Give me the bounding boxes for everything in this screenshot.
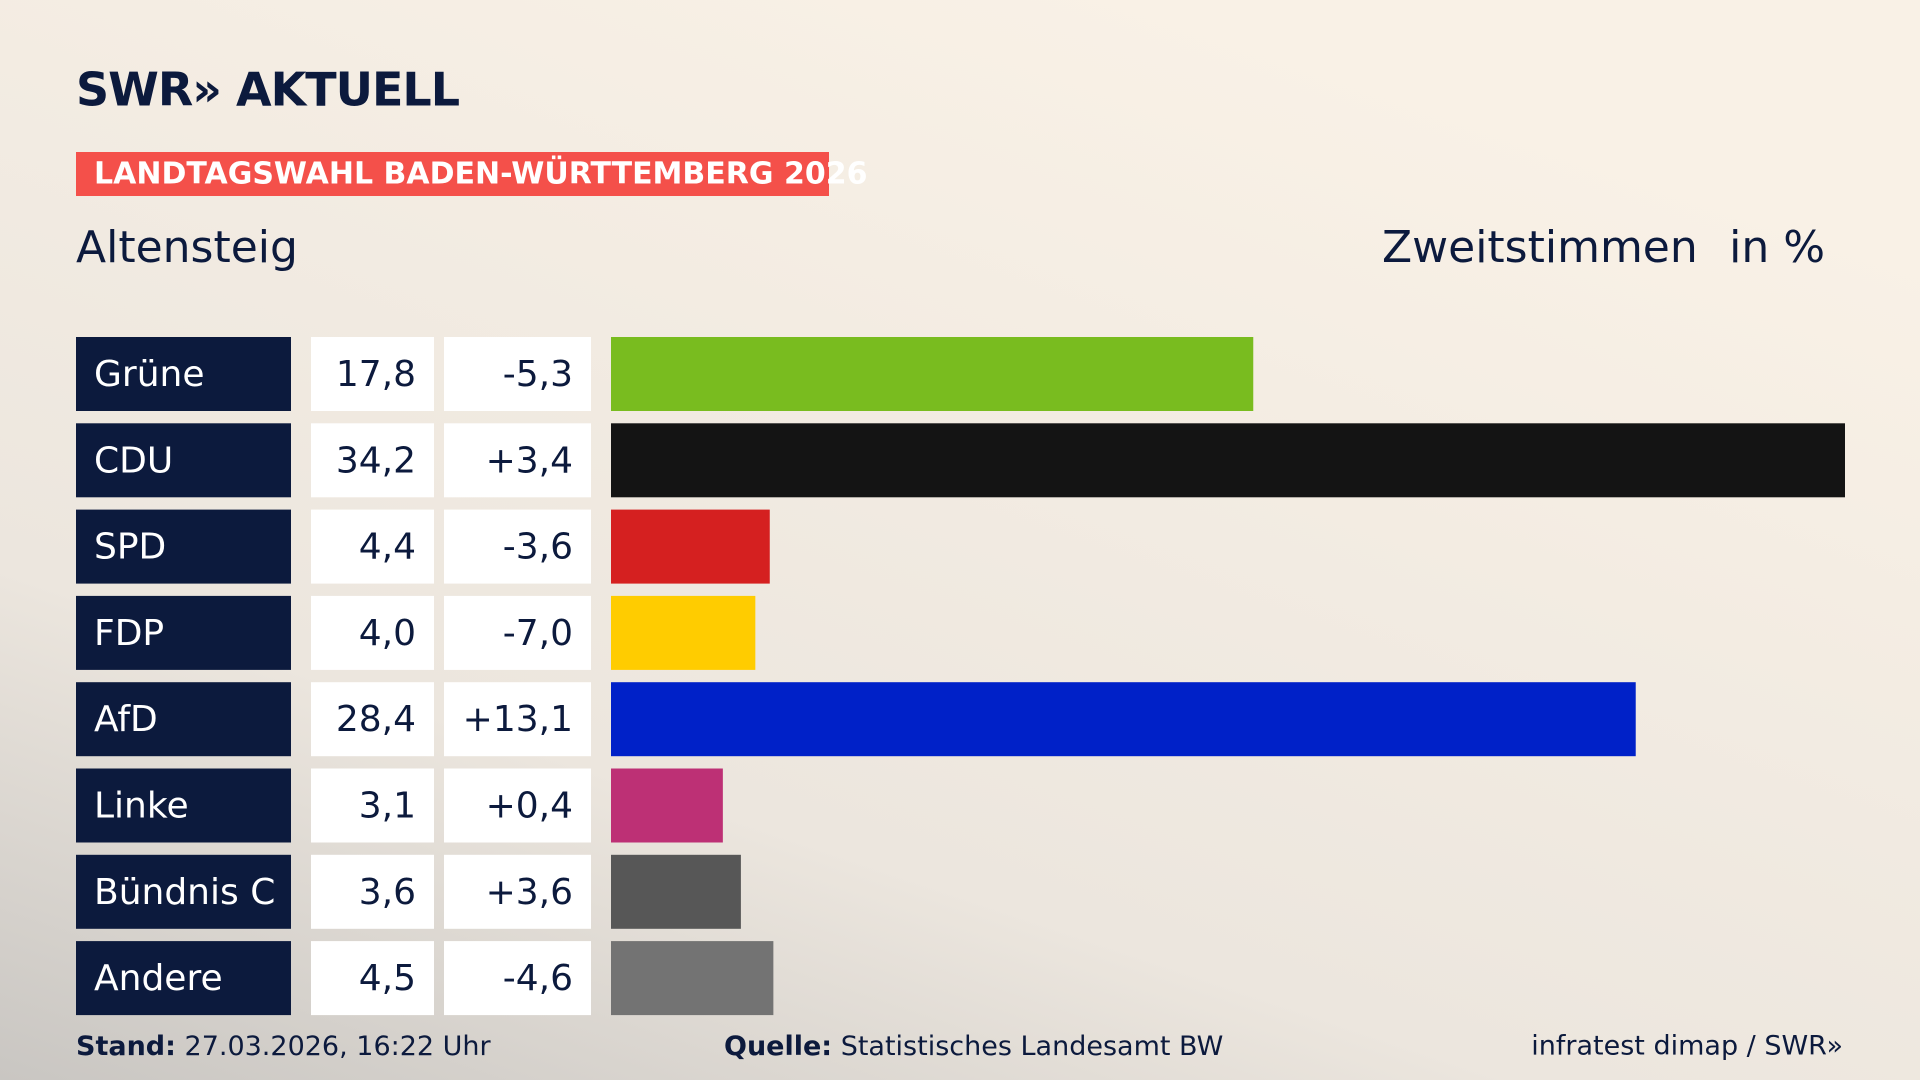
party-cell [76, 768, 291, 843]
party-label: Andere [94, 958, 223, 999]
source-label: Quelle: [724, 1031, 832, 1062]
value-label: 4,5 [359, 958, 416, 999]
bar [611, 941, 774, 1016]
change-cell [444, 768, 591, 843]
brand-logo: SWR» AKTUELL [76, 63, 460, 117]
party-label: AfD [94, 699, 158, 740]
party-label: Bündnis C [94, 872, 275, 913]
bar [611, 854, 741, 929]
party-label: FDP [94, 613, 164, 654]
value-cell [311, 509, 434, 584]
change-label: -7,0 [503, 613, 573, 654]
party-label: Grüne [94, 354, 204, 395]
party-cell [76, 595, 291, 670]
party-cell [76, 854, 291, 929]
bar [611, 595, 756, 670]
source-value: Statistisches Landesamt BW [841, 1031, 1224, 1062]
value-label: 28,4 [336, 699, 416, 740]
credit: infratest dimap / SWR» [1531, 1031, 1843, 1062]
value-cell [311, 854, 434, 929]
party-cell [76, 337, 291, 411]
change-cell [444, 595, 591, 670]
value-label: 3,1 [359, 786, 416, 827]
value-cell [311, 595, 434, 670]
source: Quelle: Statistisches Landesamt BW [724, 1031, 1223, 1062]
bar [611, 423, 1845, 498]
stand: Stand: 27.03.2026, 16:22 Uhr [76, 1031, 492, 1062]
bar [611, 682, 1636, 757]
change-cell [444, 337, 591, 411]
value-label: 4,4 [359, 527, 416, 568]
party-cell [76, 509, 291, 584]
party-label: CDU [94, 440, 173, 481]
change-cell [444, 682, 591, 757]
value-cell [311, 682, 434, 757]
change-label: +3,6 [486, 872, 573, 913]
change-cell [444, 854, 591, 929]
banner-text: LANDTAGSWAHL BADEN-WÜRTTEMBERG 2026 [94, 155, 867, 192]
measure-label: Zweitstimmen [1382, 222, 1698, 273]
unit-label: in % [1729, 222, 1825, 273]
party-cell [76, 941, 291, 1016]
change-label: -4,6 [503, 958, 573, 999]
change-label: +3,4 [486, 440, 573, 481]
change-cell [444, 509, 591, 584]
value-cell [311, 768, 434, 843]
bar [611, 509, 770, 584]
party-cell [76, 423, 291, 498]
party-label: SPD [94, 527, 166, 568]
change-cell [444, 423, 591, 498]
bar [611, 768, 723, 843]
stand-value: 27.03.2026, 16:22 Uhr [185, 1031, 492, 1062]
value-label: 4,0 [359, 613, 416, 654]
chart-title: Altensteig [76, 222, 298, 273]
stand-label: Stand: [76, 1031, 176, 1062]
value-cell [311, 941, 434, 1016]
change-label: +13,1 [463, 699, 573, 740]
bar [611, 337, 1254, 411]
change-label: -3,6 [503, 527, 573, 568]
party-label: Linke [94, 786, 189, 827]
change-cell [444, 941, 591, 1016]
value-cell [311, 423, 434, 498]
change-label: -5,3 [503, 354, 573, 395]
change-label: +0,4 [486, 786, 573, 827]
banner-box [76, 152, 829, 196]
value-cell [311, 337, 434, 411]
party-cell [76, 682, 291, 757]
value-label: 3,6 [359, 872, 416, 913]
rows: Grüne 17,8 -5,3 CDU 34,2 +3,4 SPD 4,4 -3,6 FDP 4,0… [76, 337, 1845, 1016]
value-label: 34,2 [336, 440, 416, 481]
value-label: 17,8 [336, 354, 416, 395]
